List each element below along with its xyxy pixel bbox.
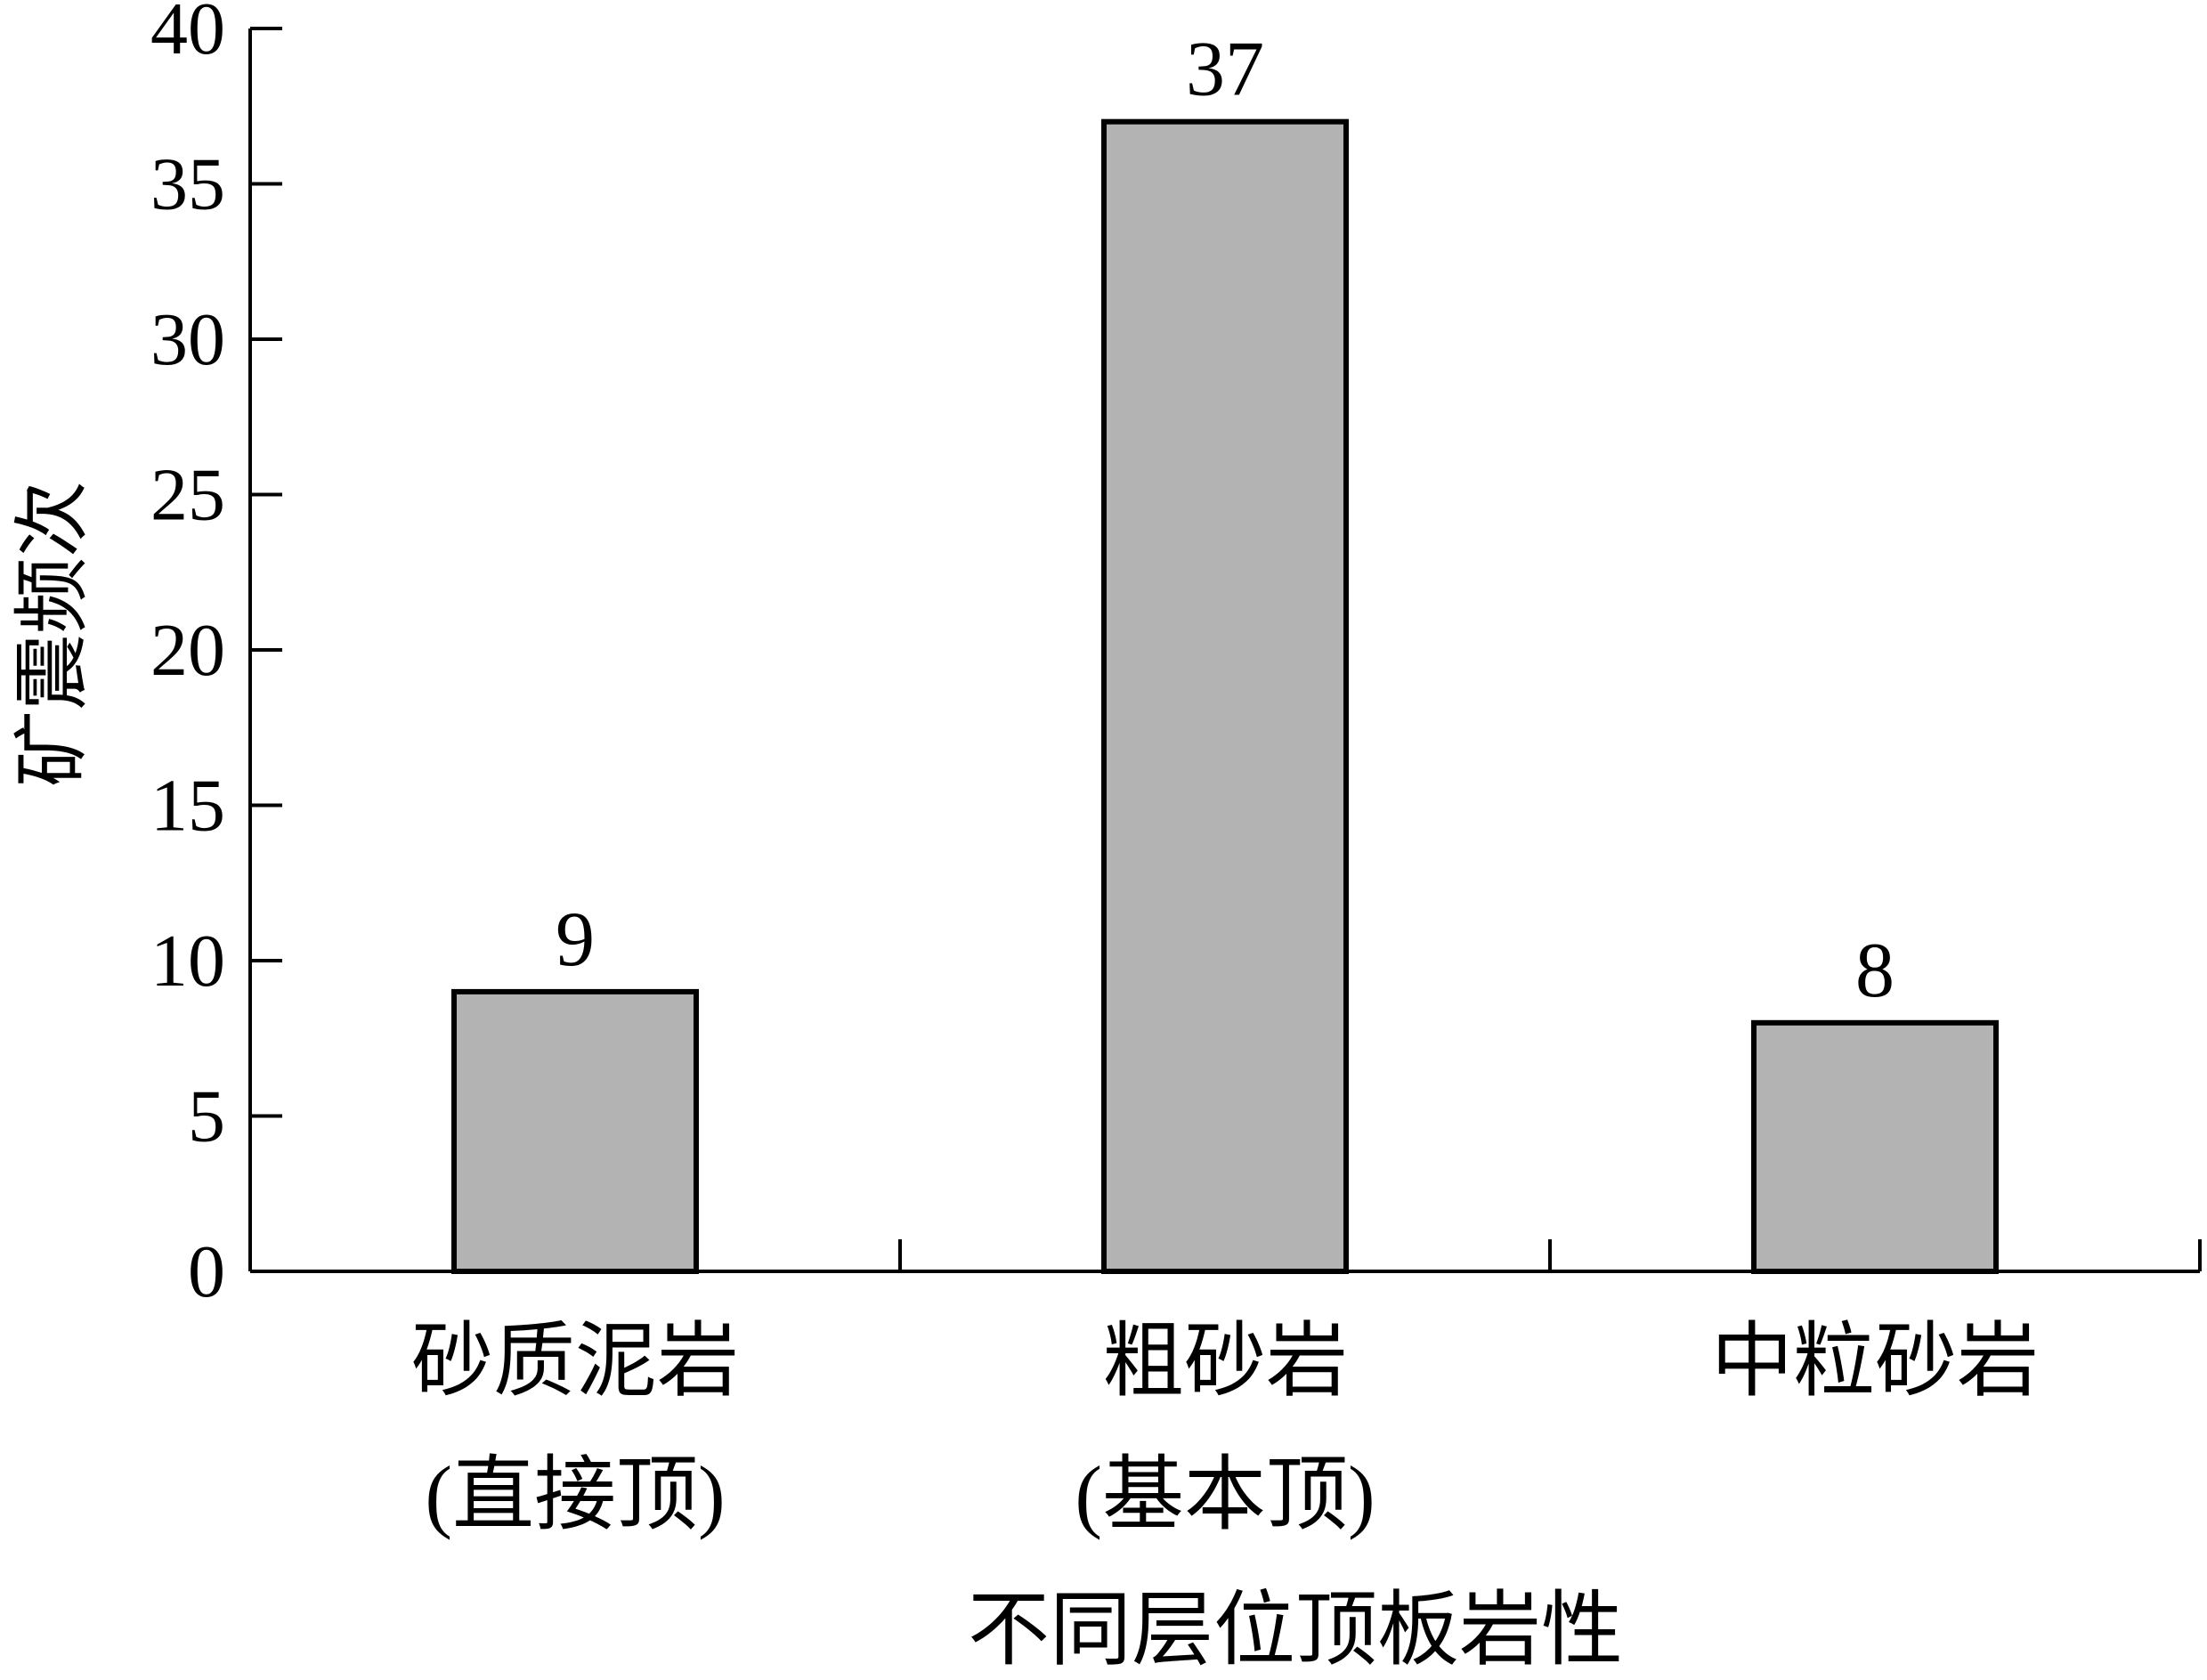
bars: 9 砂质泥岩 (直接顶) 37 粗砂岩 (基本顶) 8 中粒砂岩 — [411, 27, 2039, 1540]
axes: 0 5 10 15 20 25 30 35 40 — [150, 0, 2202, 1313]
y-tick-label: 25 — [150, 454, 225, 537]
y-tick-label: 20 — [150, 609, 225, 692]
y-tick-label: 30 — [150, 298, 225, 381]
x-tick-label-sub: (直接顶) — [425, 1449, 725, 1540]
y-tick-label: 5 — [188, 1075, 225, 1158]
data-label: 37 — [1186, 27, 1264, 113]
bar — [451, 988, 699, 1275]
bar — [1101, 118, 1349, 1275]
y-tick-label: 0 — [188, 1230, 225, 1313]
bar — [1751, 1019, 1999, 1275]
y-tick-label: 10 — [150, 920, 225, 1002]
x-tick-label-sub: (基本顶) — [1075, 1449, 1375, 1540]
data-label: 8 — [1855, 928, 1895, 1014]
x-tick-label: 砂质泥岩 — [411, 1316, 739, 1407]
x-axis-label: 不同层位顶板岩性 — [968, 1585, 1623, 1676]
data-label: 9 — [556, 897, 595, 983]
y-tick-label: 35 — [150, 143, 225, 226]
x-tick-label: 粗砂岩 — [1102, 1316, 1348, 1407]
y-axis-label: 矿震频次 — [10, 481, 95, 787]
y-tick-label: 40 — [150, 0, 225, 70]
y-tick-label: 15 — [150, 765, 225, 848]
x-tick-label: 中粒砂岩 — [1711, 1316, 2039, 1407]
